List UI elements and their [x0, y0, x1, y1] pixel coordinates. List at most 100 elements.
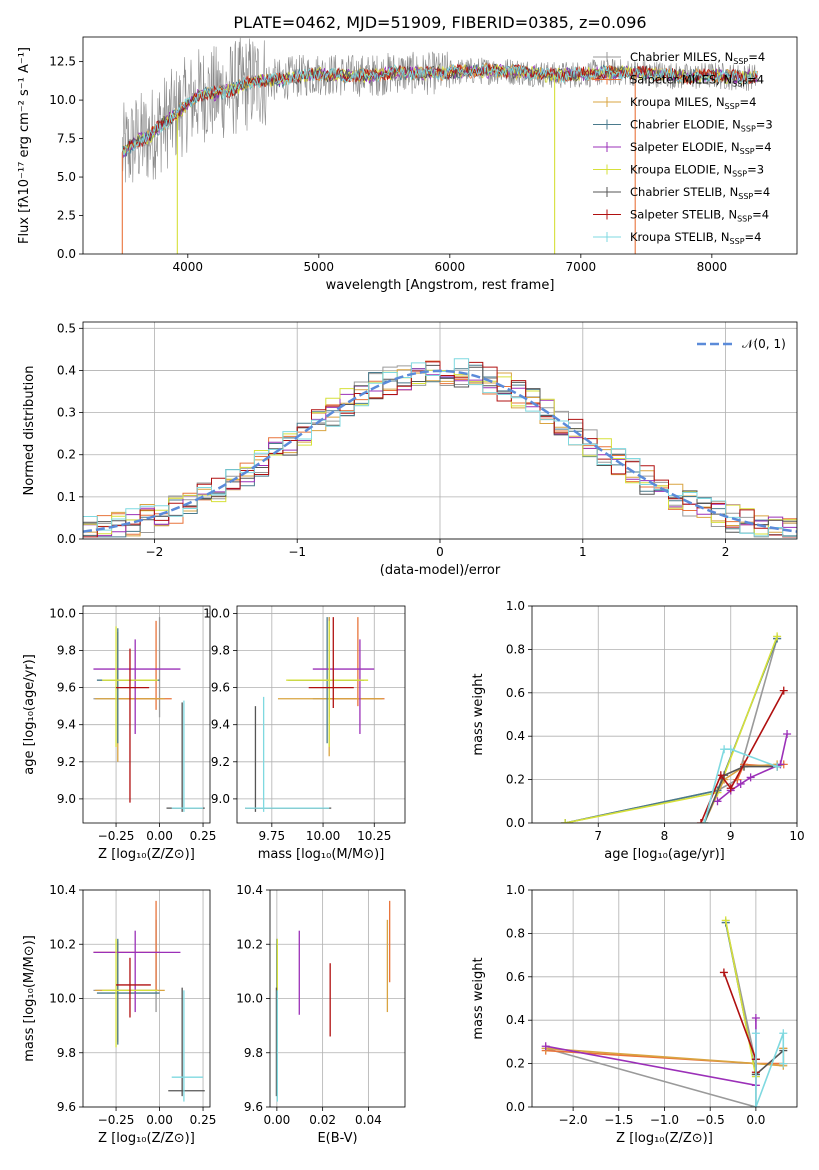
y-tick-label: 0.1	[57, 490, 76, 504]
legend-label: Kroupa MILES, NSSP=4	[630, 95, 756, 111]
y-tick-label: 0.2	[57, 448, 76, 462]
errorbar-kroupa-miles	[277, 617, 383, 757]
residual-histograms	[83, 358, 797, 539]
x-tick-label: 10.25	[357, 829, 391, 843]
y-tick-label: 9.0	[57, 792, 76, 806]
x-tick-label: −0.25	[98, 829, 135, 843]
y-tick-label: 0.8	[506, 642, 525, 656]
x-tick-label: 7000	[566, 260, 597, 274]
weight-line-kroupa-elodie	[724, 920, 757, 1077]
weight_vs_age-axes: 7 8 9 10 0.0 0.2 0.4 0.6 0.8 1.0 age [log₁₀(age/yr…	[471, 599, 805, 862]
model-line-kroupa-stelib	[121, 64, 758, 156]
weight-line-salpeter-elodie	[716, 733, 788, 802]
age_vs_mass-axes: 9.75 10.00 10.25 9.0 9.2 9.4 9.6 9.8 10.0 mass [l…	[203, 606, 405, 862]
spectrum-frame	[82, 36, 798, 255]
errorbar-salpeter-stelib	[308, 617, 354, 709]
errorbar-chabrier-elodie	[96, 628, 160, 744]
y-tick-label: 0.3	[57, 406, 76, 420]
x-tick-label: −2.0	[559, 1113, 588, 1127]
x-tick-label: −2	[146, 545, 164, 559]
weight-marker	[746, 773, 755, 782]
y-tick-label: 9.6	[244, 1100, 263, 1114]
legend-label-main: Salpeter STELIB, N	[630, 208, 737, 222]
x-tick-label: 4000	[173, 260, 204, 274]
y-tick-label: 0.6	[506, 686, 525, 700]
weight-marker	[779, 686, 788, 695]
x-tick-label: −0.25	[98, 1113, 135, 1127]
errorbar-kroupa-stelib	[171, 700, 204, 812]
y-tick-label: 0.2	[506, 1057, 525, 1071]
weight-marker	[700, 819, 709, 823]
y-axis-label: age [log₁₀(age/yr)]	[22, 654, 37, 775]
x-tick-label: 2	[722, 545, 730, 559]
model-line-salpeter-stelib	[121, 62, 758, 153]
errorbar-salpeter-elodie	[93, 930, 181, 1013]
weight-marker	[783, 730, 792, 739]
weight-marker	[721, 916, 730, 925]
legend-label: Salpeter MILES, NSSP=4	[630, 73, 764, 89]
legend-label-main: Kroupa ELODIE, N	[630, 163, 732, 177]
legend-label-main: Chabrier STELIB, N	[630, 185, 738, 199]
x-tick-label: 0.25	[190, 829, 217, 843]
legend-label-sub: SSP	[738, 192, 753, 201]
errorbar-salpeter-miles	[117, 620, 172, 710]
weight_vs_Z-lines	[541, 916, 788, 1107]
legend-label-suffix: =4	[747, 73, 764, 87]
weight-marker	[773, 762, 782, 771]
y-tick-label: 0.0	[506, 1100, 525, 1114]
x-tick-label: 10.00	[306, 829, 340, 843]
x-tick-label: 7	[594, 829, 602, 843]
errorbar-salpeter-stelib	[116, 648, 150, 803]
legend-label-main: Kroupa MILES, N	[630, 95, 725, 109]
errorbar-salpeter-elodie	[93, 639, 181, 734]
x-tick-label: 9.75	[258, 829, 285, 843]
x-tick-label: 0	[436, 545, 444, 559]
age_vs_mass-frame	[236, 605, 406, 824]
y-tick-label: 10.0	[203, 606, 230, 620]
weight-line-kroupa-stelib	[755, 1032, 785, 1107]
age_vs_mass-errorbars	[245, 617, 385, 812]
x-tick-label: −1	[288, 545, 306, 559]
spectrum-lines	[121, 37, 758, 254]
legend-label-main: Chabrier ELODIE, N	[630, 118, 741, 132]
x-tick-label: 0.04	[355, 1113, 382, 1127]
weight-marker	[561, 819, 570, 823]
errorbar-kroupa-elodie	[286, 620, 369, 747]
normal-curve	[83, 369, 797, 533]
weight-marker	[751, 1103, 760, 1107]
residuals-frame	[82, 321, 798, 540]
weight-marker	[726, 745, 735, 754]
y-axis-label: Flux [fλ10⁻¹⁷ erg cm⁻² s⁻¹ A⁻¹]	[17, 47, 32, 244]
weight_vs_Z-frame	[531, 889, 798, 1108]
y-tick-label: 10.0	[236, 992, 263, 1006]
legend-label: Kroupa ELODIE, NSSP=3	[630, 163, 764, 179]
y-tick-label: 10.0	[49, 606, 76, 620]
y-tick-label: 9.8	[211, 644, 230, 658]
weight-marker	[751, 1014, 760, 1023]
legend-label: Chabrier ELODIE, NSSP=3	[630, 118, 773, 134]
y-axis-label: Normed distribution	[22, 366, 37, 496]
weight_vs_age-frame	[531, 605, 798, 824]
y-tick-label: 10.0	[49, 992, 76, 1006]
y-tick-label: 0.6	[506, 970, 525, 984]
legend-label-suffix: =3	[756, 118, 773, 132]
weight-marker	[696, 819, 705, 823]
x-tick-label: 9	[727, 829, 735, 843]
y-tick-label: 9.8	[57, 644, 76, 658]
errorbar-chabrier-elodie	[96, 938, 160, 1045]
weight-line-kroupa-elodie	[564, 636, 778, 823]
y-tick-label: 0.0	[57, 532, 76, 546]
x-axis-label: Z [log₁₀(Z/Z⊙)]	[616, 1131, 713, 1146]
x-axis-label: mass [log₁₀(M/M⊙)]	[258, 847, 385, 862]
residuals-axes: −2 −1 0 1 2 0.0 0.1 0.2 0.3 0.4 0.5 (data-model)/er…	[22, 321, 797, 578]
x-tick-label: 0.0	[746, 1113, 765, 1127]
y-tick-label: 12.5	[49, 55, 76, 69]
y-tick-label: 9.6	[211, 681, 230, 695]
errorbar-salpeter-miles	[93, 900, 160, 991]
mass_vs_ebv-axes: 0.00 0.02 0.04 9.6 9.8 10.0 10.2 10.4 E(B-V)	[236, 883, 405, 1146]
y-tick-label: 9.2	[57, 755, 76, 769]
y-tick-label: 9.6	[57, 1100, 76, 1114]
legend-label-sub: SSP	[740, 147, 755, 156]
y-tick-label: 0.4	[506, 729, 525, 743]
